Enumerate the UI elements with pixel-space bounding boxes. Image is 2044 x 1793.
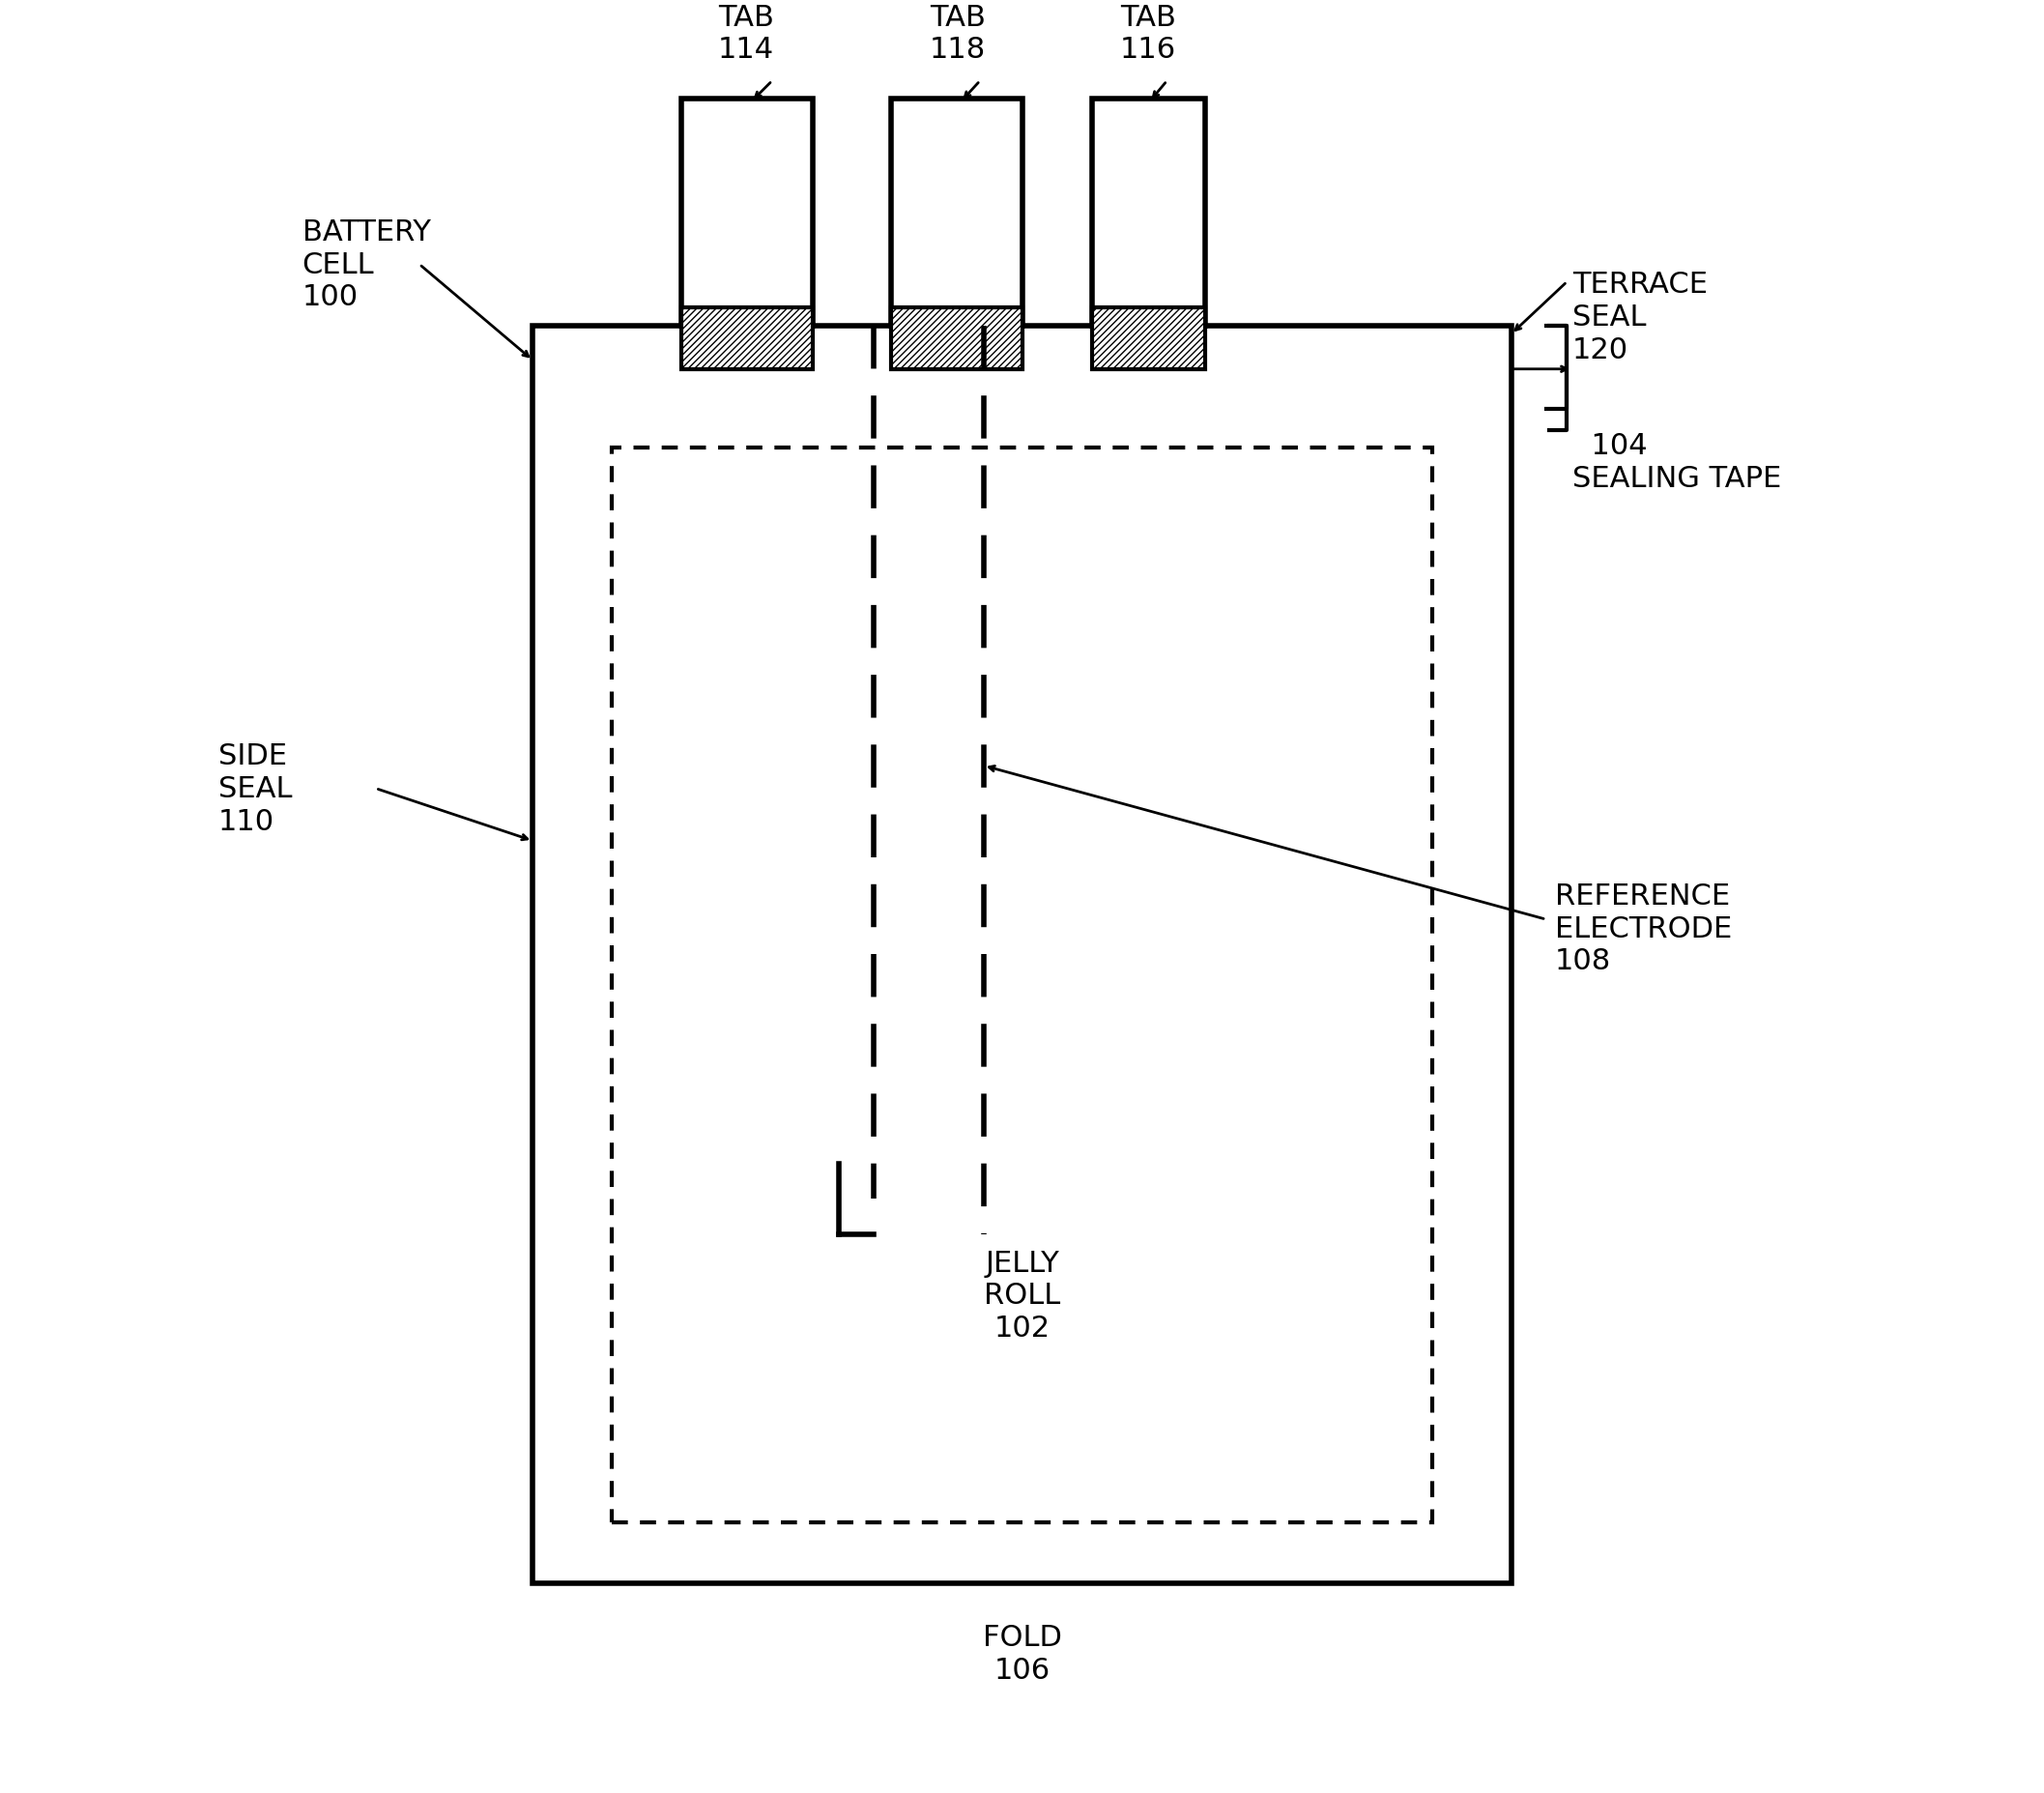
Bar — [533, 326, 1511, 1583]
Text: TERRACE
SEAL
120: TERRACE SEAL 120 — [1572, 271, 1707, 364]
Bar — [891, 99, 1022, 326]
Text: TAB
114: TAB 114 — [717, 4, 775, 65]
Text: TAB
116: TAB 116 — [1120, 4, 1175, 65]
Text: BATTERY
CELL
100: BATTERY CELL 100 — [303, 219, 431, 312]
Text: FOLD
106: FOLD 106 — [983, 1623, 1061, 1684]
Text: SIDE
SEAL
110: SIDE SEAL 110 — [219, 742, 292, 836]
Text: JELLY
ROLL
102: JELLY ROLL 102 — [983, 1250, 1061, 1341]
Bar — [611, 448, 1433, 1522]
Text: REFERENCE
ELECTRODE
108: REFERENCE ELECTRODE 108 — [1555, 882, 1731, 975]
Bar — [1091, 99, 1206, 326]
Bar — [891, 308, 1022, 369]
Bar — [1091, 308, 1206, 369]
Text: 104
SEALING TAPE: 104 SEALING TAPE — [1572, 432, 1780, 493]
Bar — [681, 99, 811, 326]
Text: TAB
118: TAB 118 — [930, 4, 985, 65]
Bar — [681, 308, 811, 369]
